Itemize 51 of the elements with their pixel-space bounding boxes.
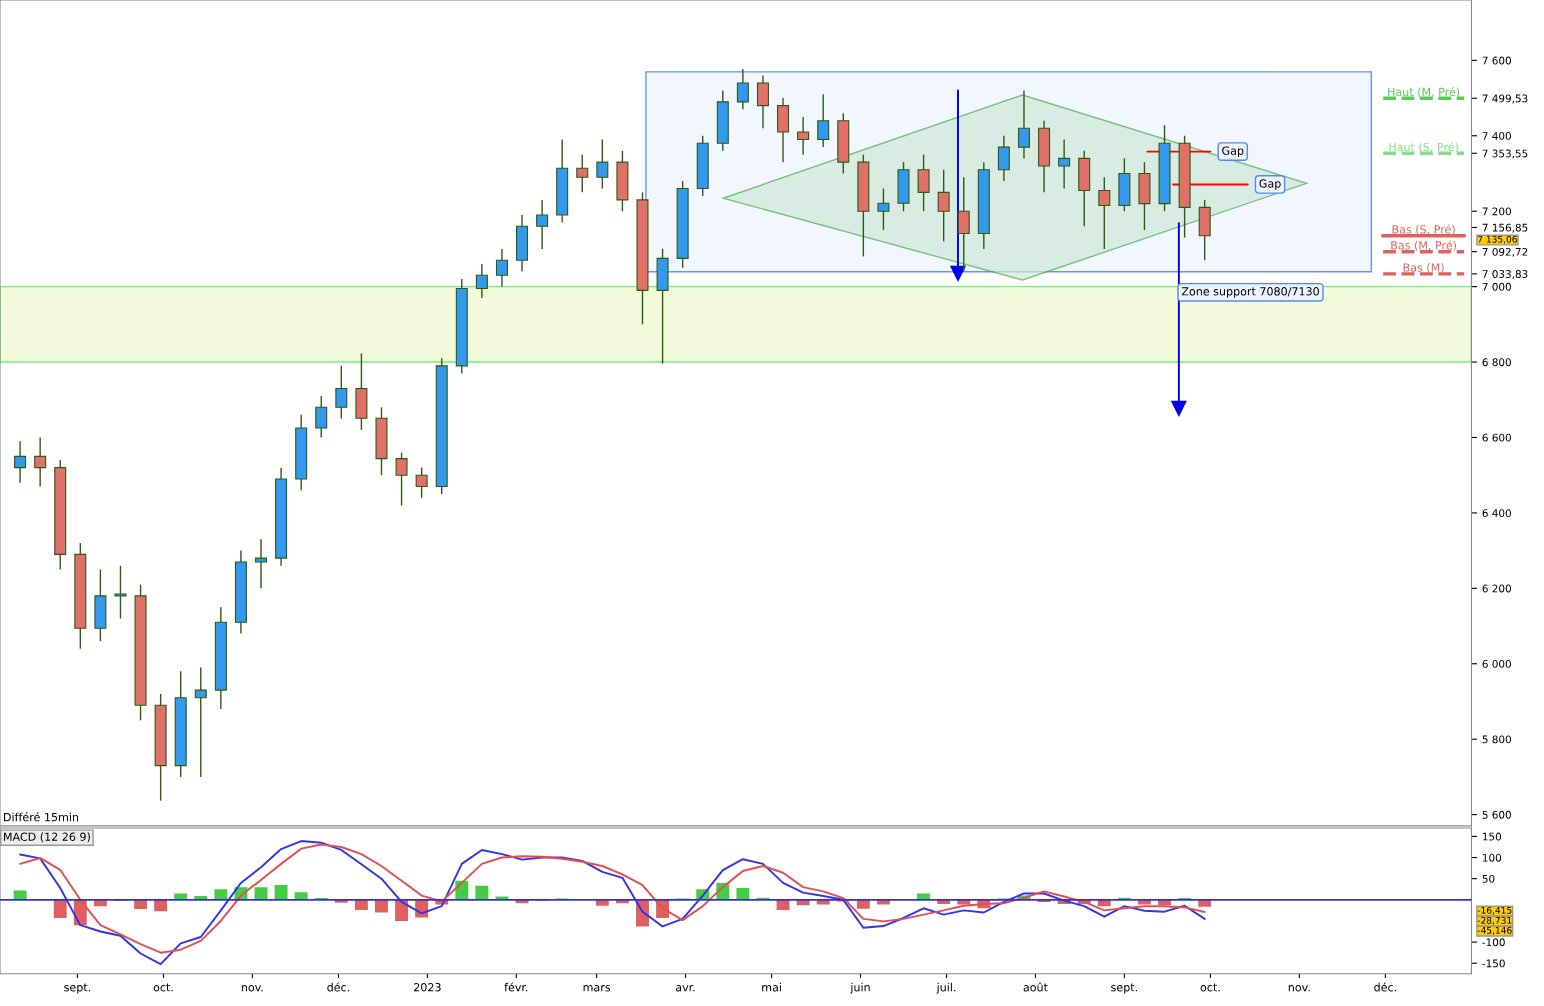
x-tick-label: mai <box>762 982 781 992</box>
y-tick-label: 5 600 <box>1482 810 1511 819</box>
y-tick-label: 50 <box>1482 874 1495 883</box>
y-tick-label: 6 600 <box>1482 433 1511 442</box>
text: -45,146 <box>1477 926 1512 935</box>
y-tick-label: -100 <box>1482 938 1505 947</box>
ref-line-label: Bas (M, Pré) <box>1391 240 1457 251</box>
y-tick-label: 7 000 <box>1482 282 1511 291</box>
x-tick-label: sept. <box>1111 983 1137 994</box>
x-tick-label: 2023 <box>414 983 441 992</box>
y-tick-label: 7 092,72 <box>1482 247 1528 257</box>
annotation: Différé 15min <box>4 812 79 822</box>
y-tick-label: 7 499,53 <box>1482 94 1528 104</box>
y-tick-label: 6 200 <box>1482 584 1511 593</box>
y-tick-label: -150 <box>1482 959 1505 968</box>
y-tick-label: 150 <box>1482 832 1502 841</box>
y-tick-label: 7 200 <box>1482 207 1511 216</box>
y-tick-label: 6 800 <box>1482 358 1511 367</box>
x-tick-label: oct. <box>1200 983 1220 992</box>
x-tick-label: juin <box>850 982 870 994</box>
x-tick-label: juil. <box>936 982 956 994</box>
y-tick-label: 5 800 <box>1482 735 1511 744</box>
x-tick-label: déc. <box>1374 982 1396 992</box>
ref-line-label: Haut (M, Pré) <box>1388 87 1460 98</box>
y-tick-label: 6 000 <box>1482 659 1511 668</box>
x-tick-label: avr. <box>675 985 695 992</box>
y-tick-label: 7 156,85 <box>1482 223 1528 233</box>
ref-line-label: Haut (S, Pré) <box>1389 142 1458 153</box>
annotation: Zone support 7080/7130 <box>1181 287 1319 298</box>
text: 7 135,06 <box>1478 235 1517 244</box>
x-tick-label: sept. <box>64 983 91 994</box>
x-tick-label: déc. <box>327 982 350 992</box>
x-tick-label: févr. <box>504 982 528 992</box>
x-tick-label: nov. <box>241 985 263 992</box>
y-tick-label: 6 400 <box>1482 509 1511 518</box>
y-tick-label: 100 <box>1482 853 1502 862</box>
x-tick-label: oct. <box>153 983 173 992</box>
annotation: Gap <box>1259 179 1281 190</box>
chart-title: MACD (12 26 9) <box>4 832 90 843</box>
annotation: Gap <box>1222 146 1244 157</box>
y-tick-label: 7 400 <box>1482 132 1511 140</box>
x-tick-label: nov. <box>1288 985 1310 992</box>
y-tick-label: 7 353,55 <box>1482 149 1528 159</box>
y-tick-label: 7 600 <box>1482 56 1511 65</box>
x-tick-label: août <box>1023 982 1048 992</box>
text: -16,415 <box>1477 906 1512 915</box>
ref-line-label: Bas (S, Pré) <box>1392 224 1455 235</box>
ref-line-label: Bas (M) <box>1403 263 1444 274</box>
x-tick-label: mars <box>583 985 611 992</box>
y-tick-label: 7 033,83 <box>1482 270 1528 280</box>
text: -28,731 <box>1477 916 1512 925</box>
